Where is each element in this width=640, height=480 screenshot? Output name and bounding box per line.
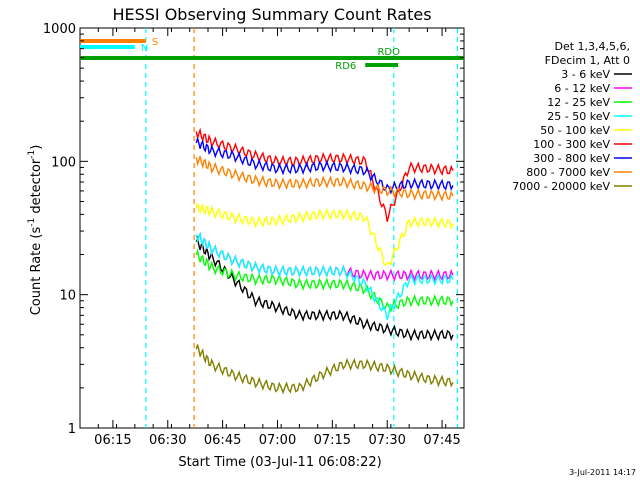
flag-label: S	[152, 37, 158, 48]
data-series	[195, 127, 454, 395]
legend-entry-label: 50 - 100 keV	[540, 124, 610, 137]
y-tick-label: 10	[59, 289, 76, 304]
x-tick-label: 06:15	[94, 433, 131, 448]
legend-entry-label: 25 - 50 keV	[547, 110, 610, 123]
y-tick-label: 100	[51, 155, 76, 170]
legend-header: Det 1,3,4,5,6,	[554, 40, 630, 53]
legend-entry-label: 3 - 6 keV	[561, 68, 610, 81]
series-line	[195, 231, 454, 320]
series-line	[195, 127, 454, 222]
series-line	[195, 137, 454, 195]
series-line	[195, 344, 454, 395]
x-tick-label: 07:15	[314, 433, 351, 448]
chart-title: HESSI Observing Summary Count Rates	[112, 5, 431, 24]
x-tick-label: 07:00	[259, 433, 296, 448]
x-tick-label: 07:45	[423, 433, 460, 448]
y-tick-label: 1000	[43, 22, 76, 37]
y-axis-label-sup2: -1	[27, 150, 37, 159]
x-tick-label: 07:30	[368, 433, 405, 448]
legend-entry-label: 100 - 300 keV	[533, 138, 610, 151]
y-axis-label-mid: detector	[29, 158, 44, 218]
plot-area	[79, 27, 465, 429]
y-axis-label-end: )	[29, 145, 44, 150]
y-tick-label: 1	[68, 422, 76, 437]
series-line	[195, 155, 454, 202]
timestamp: 3-Jul-2011 14:17	[569, 468, 636, 477]
flag-label: RDO	[377, 47, 400, 58]
legend-entry-label: 300 - 800 keV	[533, 152, 610, 165]
series-line	[195, 248, 454, 314]
y-axis-label-main: Count Rate (s	[29, 227, 44, 316]
legend-header: FDecim 1, Att 0	[545, 54, 630, 67]
x-axis-ticks: 06:15 06:30 06:45 07:00 07:15 07:30 07:45	[79, 28, 465, 448]
x-tick-label: 06:45	[204, 433, 241, 448]
legend-entry-label: 7000 - 20000 keV	[512, 180, 610, 193]
legend-entry-label: 6 - 12 keV	[554, 82, 610, 95]
y-axis-ticks: 1 10 100 1000	[43, 22, 464, 437]
legend-entry-label: 800 - 7000 keV	[526, 166, 610, 179]
x-tick-label: 06:30	[149, 433, 186, 448]
y-axis-label-sup1: -1	[27, 218, 37, 227]
flag-label: N	[141, 43, 148, 54]
legend: Det 1,3,4,5,6,FDecim 1, Att 03 - 6 keV6 …	[512, 40, 632, 193]
flag-bars: SN RDO RD6	[80, 37, 464, 72]
legend-entry-label: 12 - 25 keV	[547, 96, 610, 109]
series-line	[195, 235, 454, 342]
vertical-markers	[145, 28, 459, 428]
series-line	[195, 203, 454, 267]
y-axis-label: Count Rate (s-1 detector-1)	[27, 145, 44, 316]
x-axis-label: Start Time (03-Jul-11 06:08:22)	[178, 455, 381, 470]
flag-label: RD6	[335, 61, 356, 72]
